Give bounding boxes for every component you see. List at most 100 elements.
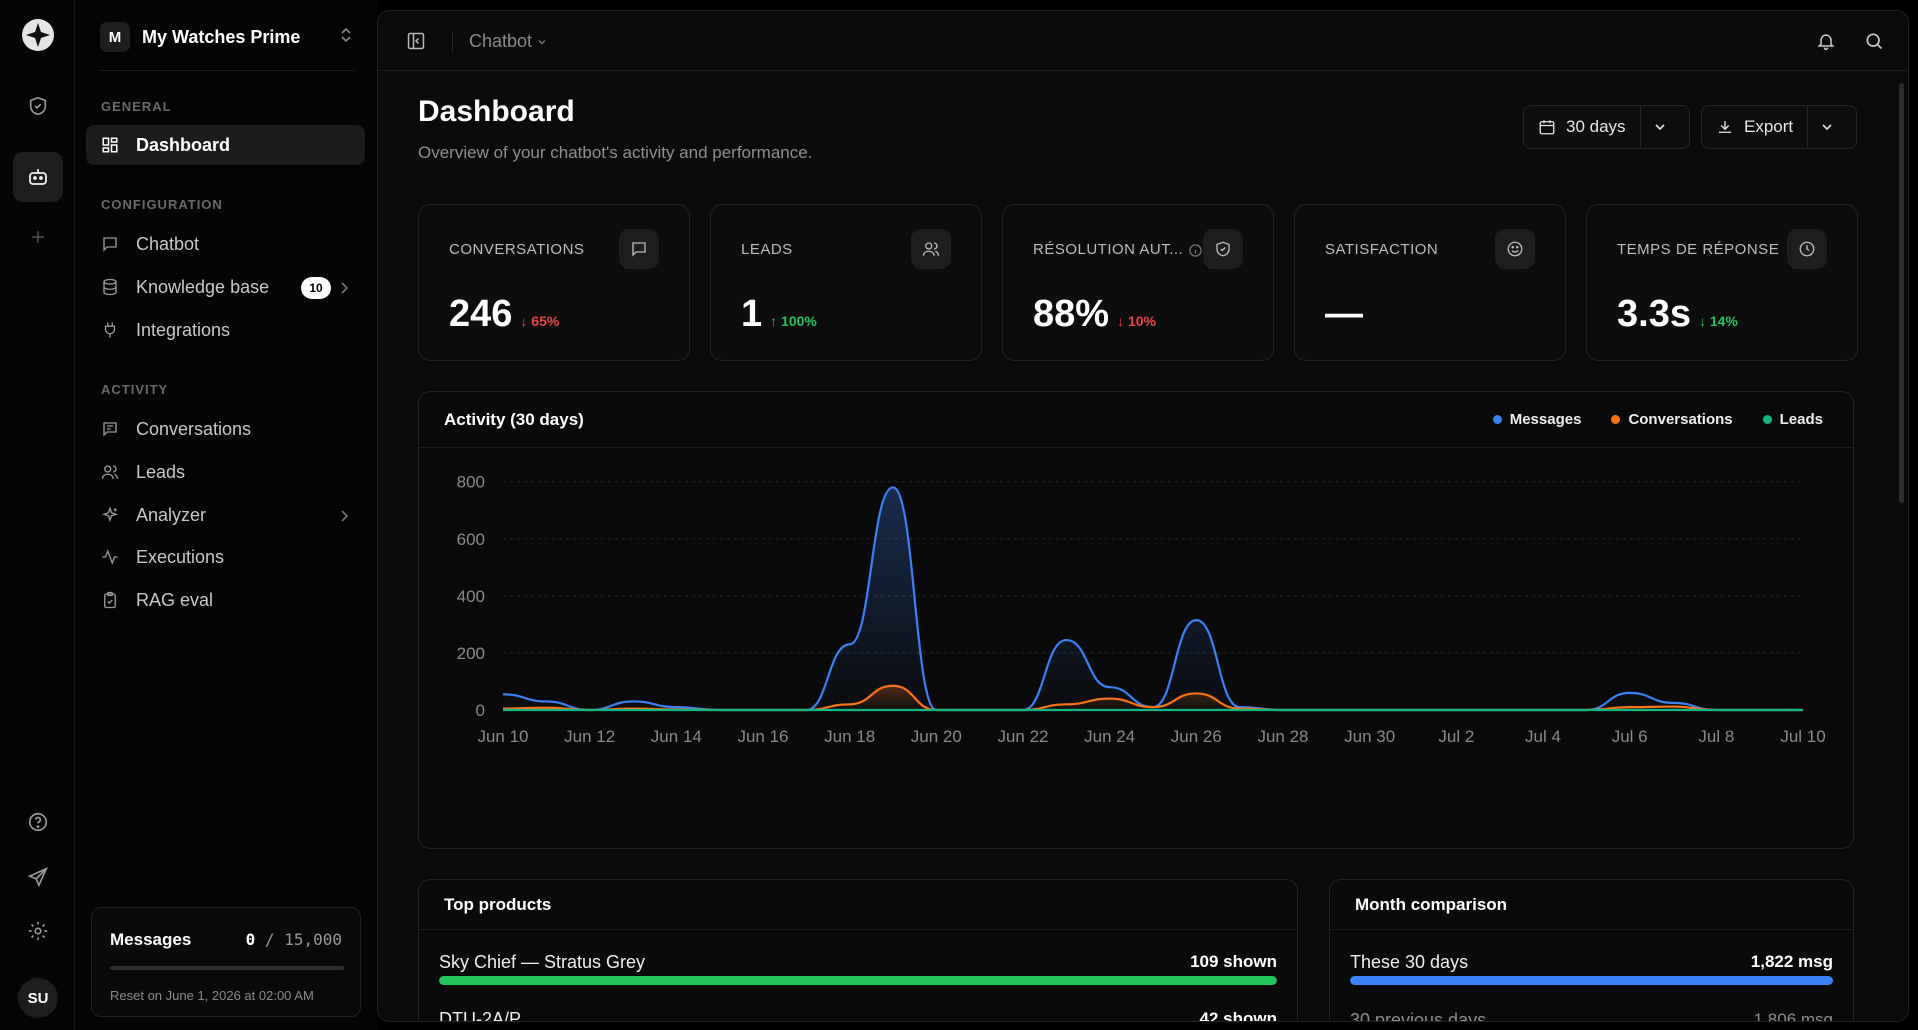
date-range-button[interactable]: 30 days [1523,105,1690,149]
activity-chart-plot[interactable]: 0 200 400 600 800 Jun 10 Jun 12 Jun 14 Jun 16 Jun… [419,448,1853,848]
legend-item-leads[interactable]: Leads [1762,411,1823,428]
chevron-updown-icon [339,27,355,48]
kpi-card-conversations: CONVERSATIONS 246 ↓ 65% [418,204,690,361]
plug-icon [100,320,120,340]
series-area-messages [503,487,1803,710]
chevron-down-icon[interactable] [1639,106,1689,148]
user-avatar[interactable]: SU [18,978,58,1018]
sidebar-item-label: Knowledge base [136,276,270,297]
product-row[interactable]: Sky Chief — Stratus Grey 109 shown [439,952,1277,992]
chart-title: Activity (30 days) [444,410,584,429]
dashboard-icon [100,135,120,155]
sidebar-item-label: Dashboard [136,134,231,155]
kpi-label: LEADS [741,241,793,258]
y-tick-label: 0 [476,701,485,720]
comparison-value: 1,822 msg [1750,952,1833,971]
sidebar-item-chatbot[interactable]: Chatbot [86,224,365,264]
shield-icon[interactable] [13,81,63,131]
sidebar-item-label: Executions [136,546,225,567]
chevron-down-icon[interactable] [1807,106,1856,148]
product-name: DTU-2A/P [439,1009,522,1022]
legend-dot [1611,415,1621,424]
legend-item-messages[interactable]: Messages [1492,411,1581,428]
sidebar-item-conversations[interactable]: Conversations [86,409,365,449]
date-range-label: 30 days [1566,117,1626,136]
x-tick-label: Jun 30 [1344,727,1395,746]
breadcrumb[interactable]: Chatbot [469,31,547,52]
comparison-value: 1,806 msg [1753,1010,1833,1022]
comparison-label: 30 previous days [1350,1010,1487,1022]
sidebar-item-label: Integrations [136,319,231,340]
calendar-icon [1539,120,1555,135]
shield-check-icon [1203,229,1243,269]
kpi-delta: ↓ 14% [1698,313,1738,329]
sidebar-item-integrations[interactable]: Integrations [86,310,365,350]
comparison-bar-fill [1350,976,1833,985]
export-button[interactable]: Export [1701,105,1858,149]
database-icon [100,277,120,297]
card-title: Month comparison [1330,880,1853,930]
settings-icon[interactable] [13,906,63,956]
sidebar-item-dashboard[interactable]: Dashboard [86,125,365,165]
x-tick-label: Jul 10 [1780,727,1825,746]
clipboard-check-icon [100,590,120,610]
sidebar-item-label: Leads [136,461,186,482]
month-comparison-card: Month comparison These 30 days 1,822 msg… [1329,879,1854,1022]
sidebar-item-label: Conversations [136,418,252,439]
legend-item-conversations[interactable]: Conversations [1611,411,1733,428]
kpi-value: 1 ↑ 100% [741,293,817,335]
workspace-switcher[interactable]: M My Watches Prime [100,20,355,54]
x-tick-label: Jul 2 [1438,727,1474,746]
sidebar-toggle-icon[interactable] [406,31,426,56]
sidebar-item-label: Analyzer [136,504,207,525]
chart-legend: Messages Conversations Leads [1463,411,1823,428]
plus-icon[interactable] [13,212,63,262]
x-tick-label: Jun 20 [911,727,962,746]
bot-icon[interactable] [13,152,63,202]
send-icon[interactable] [13,852,63,902]
scrollbar[interactable] [1899,83,1904,503]
section-title-configuration: CONFIGURATION [101,197,223,212]
page-title: Dashboard [418,95,575,128]
chevron-down-icon [538,40,546,45]
search-icon[interactable] [1864,31,1884,56]
quota-limit: 15,000 [284,930,342,949]
divider [100,70,355,71]
product-bar-fill [439,976,1277,985]
product-name: Sky Chief — Stratus Grey [439,952,646,972]
y-tick-label: 800 [457,473,485,492]
help-icon[interactable] [13,797,63,847]
series-line-messages [502,486,1803,712]
breadcrumb-label: Chatbot [469,31,533,51]
users-icon [100,462,120,482]
info-icon[interactable] [1188,243,1203,263]
section-title-activity: ACTIVITY [101,382,169,397]
app-logo-icon[interactable] [13,10,63,60]
section-title-general: GENERAL [101,99,172,114]
count-badge: 10 [301,277,331,299]
product-bar [439,976,1277,985]
sidebar-item-knowledge-base[interactable]: Knowledge base 10 [86,267,365,307]
clock-icon [1787,229,1827,269]
quota-separator: / [264,930,275,949]
kpi-label: SATISFACTION [1325,241,1439,258]
sidebar-item-rag-eval[interactable]: RAG eval [86,580,365,620]
x-tick-label: Jul 4 [1525,727,1561,746]
smile-icon [1495,229,1535,269]
kpi-delta: ↓ 65% [520,313,560,329]
sidebar-item-analyzer[interactable]: Analyzer [86,495,365,535]
x-tick-label: Jun 28 [1257,727,1308,746]
bell-icon[interactable] [1816,31,1836,56]
chevron-right-icon [339,507,349,528]
legend-dot [1492,415,1502,424]
workspace-name: My Watches Prime [142,26,301,47]
kpi-value: 246 ↓ 65% [449,293,560,335]
download-icon [1719,121,1731,133]
sidebar-item-executions[interactable]: Executions [86,537,365,577]
kpi-card-response-time: TEMPS DE RÉPONSE 3.3s ↓ 14% [1586,204,1858,361]
product-row[interactable]: DTU-2A/P 42 shown [439,1009,1277,1022]
activity-chart-card: Activity (30 days) Messages Conversation… [418,391,1854,849]
workspace-badge: M [100,22,130,52]
sidebar-item-leads[interactable]: Leads [86,452,365,492]
message-list-icon [100,419,120,439]
